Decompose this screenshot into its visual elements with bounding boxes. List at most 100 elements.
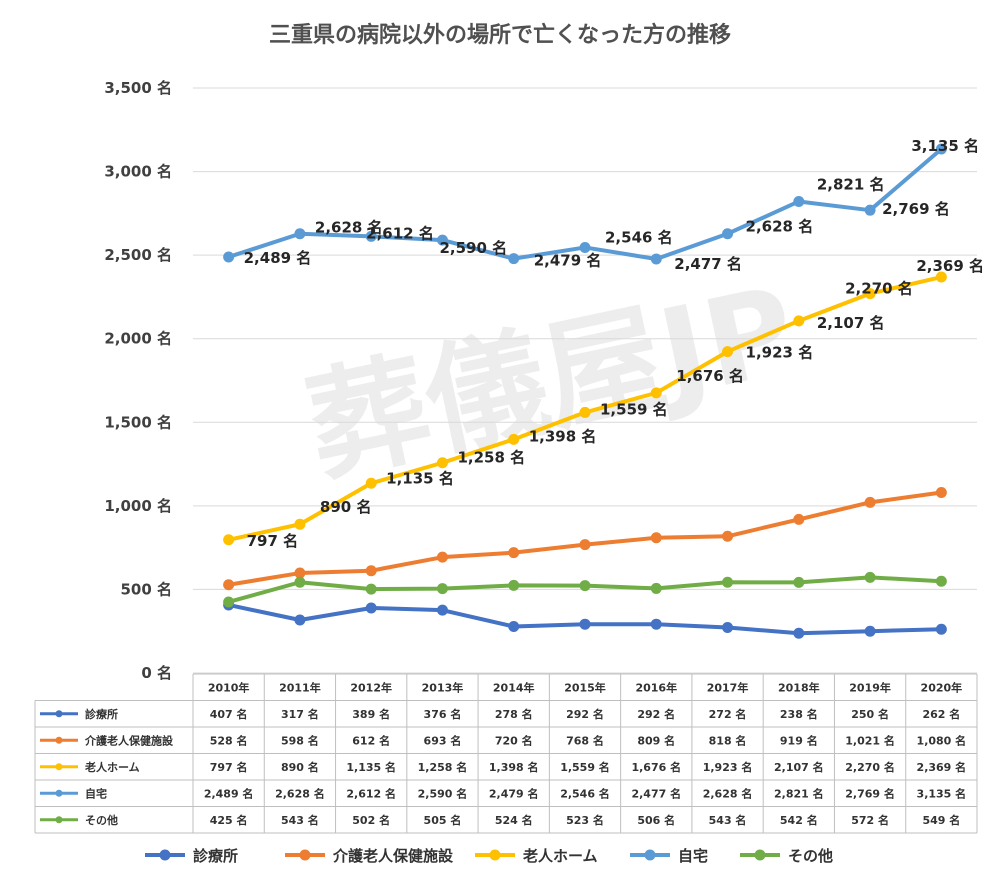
table-legend-key-marker — [55, 736, 63, 744]
data-label: 1,559 名 — [600, 400, 668, 418]
data-point — [365, 565, 377, 577]
table-cell: 2,628 名 — [703, 786, 753, 800]
data-point — [579, 618, 591, 630]
table-cell: 502 名 — [352, 813, 390, 827]
table-header-cell: 2019年 — [849, 680, 891, 694]
table-header-cell: 2015年 — [564, 680, 606, 694]
data-point — [436, 234, 448, 246]
y-tick-label: 0 名 — [141, 664, 172, 682]
table-legend-key-marker — [55, 763, 63, 771]
data-point — [650, 618, 662, 630]
legend-key-marker — [644, 849, 656, 861]
table-header-cell: 2013年 — [422, 680, 464, 694]
table-header-cell: 2017年 — [707, 680, 749, 694]
data-point — [508, 433, 520, 445]
table-cell: 693 名 — [424, 733, 462, 747]
table-header-cell: 2018年 — [778, 680, 820, 694]
y-axis: 0 名 500 名 1,000 名 1,500 名 2,000 名 2,500 名 3,00… — [104, 79, 172, 682]
table-cell: 1,080 名 — [917, 733, 967, 747]
table-cell: 250 名 — [851, 707, 889, 721]
table-header-cell: 2020年 — [921, 680, 963, 694]
data-point — [864, 625, 876, 637]
table-cell: 505 名 — [424, 813, 462, 827]
data-point — [650, 387, 662, 399]
table-cell: 2,107 名 — [774, 760, 824, 774]
data-label: 2,546 名 — [605, 228, 673, 246]
data-label: 2,107 名 — [817, 314, 885, 332]
table-cell: 376 名 — [424, 707, 462, 721]
data-point — [793, 627, 805, 639]
data-label: 2,369 名 — [916, 257, 984, 275]
table-cell: 919 名 — [780, 733, 818, 747]
data-label: 2,477 名 — [674, 255, 742, 273]
table-cell: 425 名 — [210, 813, 248, 827]
data-point — [722, 530, 734, 542]
table-cell: 292 名 — [566, 707, 604, 721]
legend-key-marker — [489, 849, 501, 861]
data-point — [793, 315, 805, 327]
legend-label: 自宅 — [678, 847, 708, 865]
table-row-name: 自宅 — [85, 786, 107, 800]
table-cell: 720 名 — [495, 733, 533, 747]
data-point — [508, 547, 520, 559]
data-point — [508, 621, 520, 633]
y-tick-label: 3,000 名 — [104, 163, 172, 181]
data-labels: 2,489 名2,628 名2,612 名2,590 名2,479 名2,546… — [244, 137, 984, 550]
data-point — [223, 534, 235, 546]
table-row-name: 介護老人保健施設 — [84, 733, 174, 747]
table-cell: 317 名 — [281, 707, 319, 721]
table-header-cell: 2012年 — [350, 680, 392, 694]
table-cell: 1,676 名 — [631, 760, 681, 774]
data-point — [223, 596, 235, 608]
data-point — [294, 567, 306, 579]
data-label: 2,270 名 — [845, 280, 913, 298]
data-label: 2,612 名 — [366, 224, 434, 242]
data-point — [223, 251, 235, 263]
table-cell: 2,479 名 — [489, 786, 539, 800]
table-header-cell: 2011年 — [279, 680, 321, 694]
table-cell: 2,821 名 — [774, 786, 824, 800]
table-cell: 549 名 — [922, 813, 960, 827]
y-tick-label: 2,500 名 — [104, 246, 172, 264]
data-label: 1,135 名 — [386, 469, 454, 487]
table-cell: 2,489 名 — [204, 786, 254, 800]
legend-label: 介護老人保健施設 — [332, 847, 454, 865]
data-point — [722, 228, 734, 240]
legend-key-marker — [159, 849, 171, 861]
table-header-cell: 2014年 — [493, 680, 535, 694]
legend: 診療所 介護老人保健施設 老人ホーム 自宅 その他 — [145, 847, 833, 865]
table-cell: 292 名 — [637, 707, 675, 721]
table-cell: 2,477 名 — [631, 786, 681, 800]
data-point — [935, 623, 947, 635]
table-cell: 1,923 名 — [703, 760, 753, 774]
data-label: 2,489 名 — [244, 249, 312, 267]
data-point — [436, 604, 448, 616]
table-cell: 2,769 名 — [845, 786, 895, 800]
data-point — [864, 288, 876, 300]
table-legend-key-marker — [55, 816, 63, 824]
data-label: 2,628 名 — [315, 219, 383, 237]
table-cell: 278 名 — [495, 707, 533, 721]
data-label: 3,135 名 — [911, 137, 979, 155]
data-point — [864, 204, 876, 216]
legend-label: その他 — [788, 847, 833, 865]
data-point — [793, 195, 805, 207]
table-cell: 2,546 名 — [560, 786, 610, 800]
data-point — [579, 539, 591, 551]
data-point — [935, 271, 947, 283]
data-point — [650, 253, 662, 265]
table-cell: 238 名 — [780, 707, 818, 721]
data-point — [864, 496, 876, 508]
data-point — [436, 551, 448, 563]
table-cell: 1,258 名 — [418, 760, 468, 774]
table-cell: 1,559 名 — [560, 760, 610, 774]
y-tick-label: 2,000 名 — [104, 330, 172, 348]
data-label: 2,590 名 — [439, 239, 507, 257]
y-tick-label: 1,000 名 — [104, 497, 172, 515]
data-point — [793, 576, 805, 588]
data-point — [294, 614, 306, 626]
table-cell: 524 名 — [495, 813, 533, 827]
table-row-name: 老人ホーム — [84, 760, 140, 774]
table-cell: 797 名 — [210, 760, 248, 774]
